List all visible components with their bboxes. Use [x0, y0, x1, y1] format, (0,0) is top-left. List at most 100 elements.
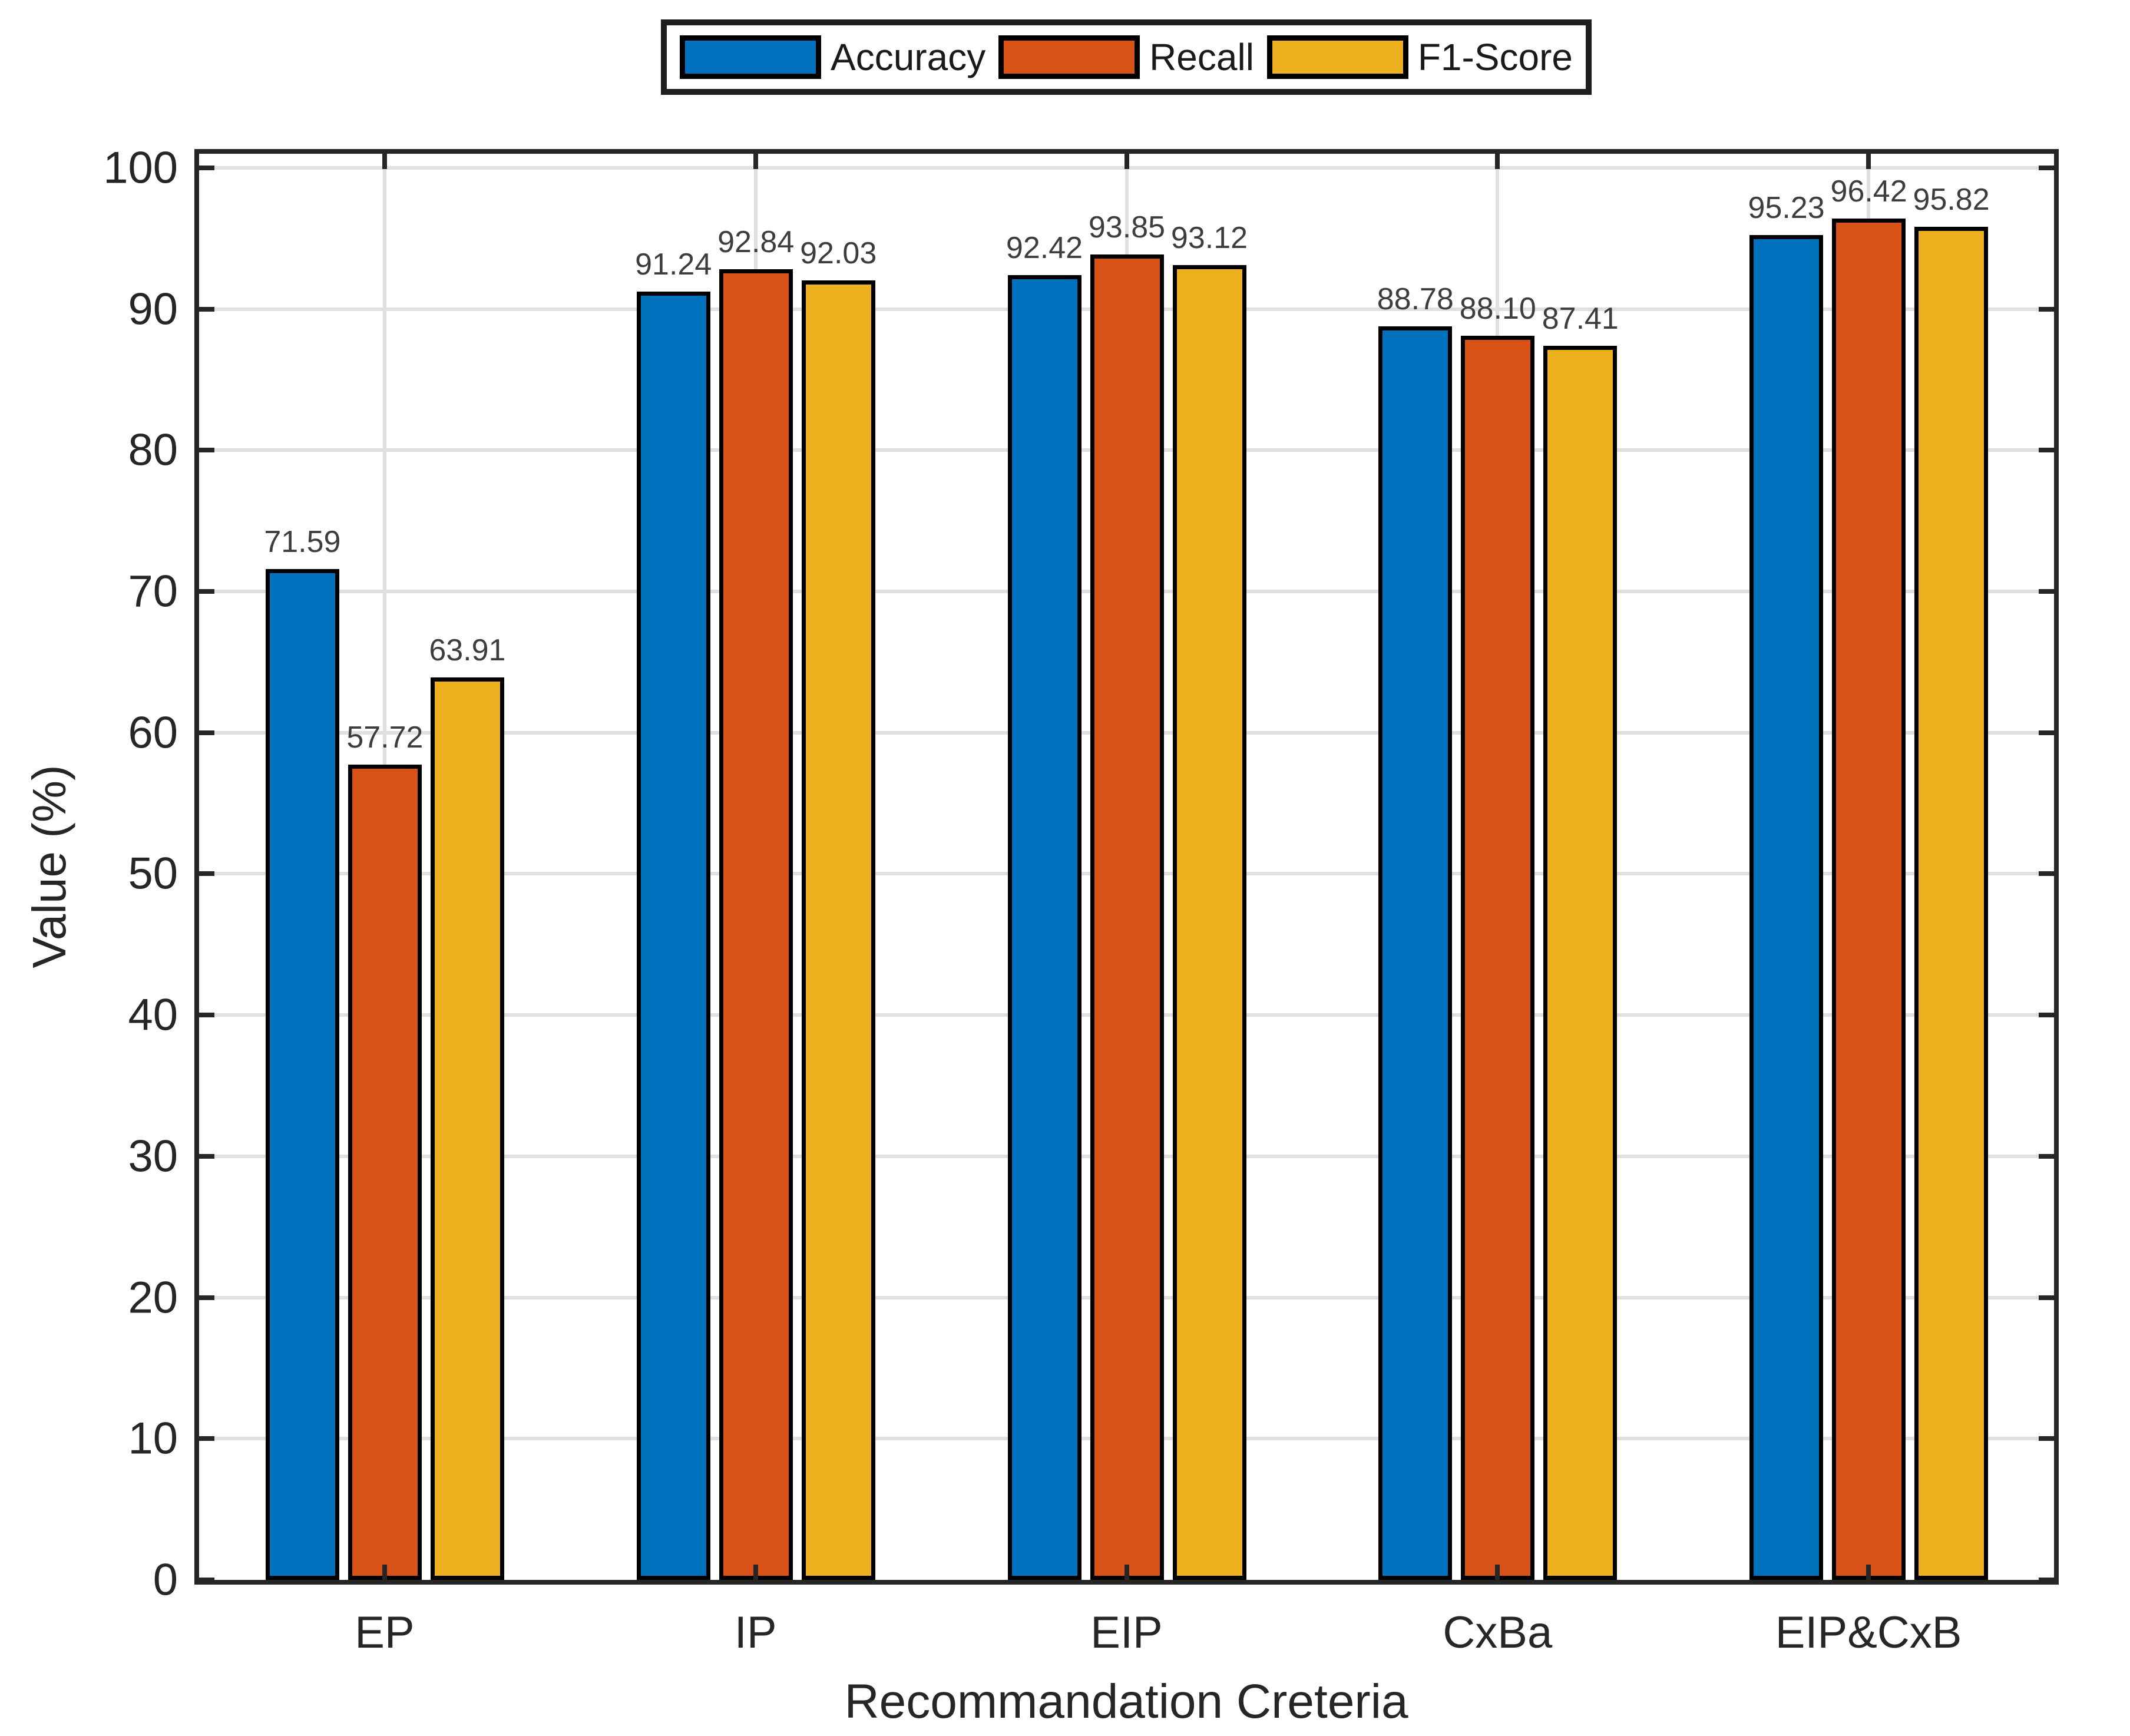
- plot-area: 0 10 20 30 40 50 60 70 80 90 100 EP 71.59 57.72 63.91 I…: [103, 143, 2059, 1658]
- legend-item-recall: Recall: [998, 35, 1254, 79]
- bar-IP-Accuracy: [636, 291, 710, 1580]
- legend-swatch-recall: [998, 35, 1140, 79]
- x-tick-mark-top: [382, 154, 387, 169]
- bar-group-EP: 71.59 57.72 63.91: [264, 154, 506, 1580]
- value-label: 93.12: [1170, 220, 1248, 255]
- y-tick-label: 90: [128, 284, 178, 335]
- legend-swatch-accuracy: [680, 35, 821, 79]
- bar-IP-Recall: [719, 269, 793, 1580]
- legend: Accuracy Recall F1-Score: [661, 19, 1592, 95]
- legend-label-recall: Recall: [1149, 36, 1254, 78]
- y-tick-label: 10: [128, 1413, 178, 1464]
- y-tick-mark-right: [2039, 1295, 2054, 1300]
- bar-CxBa-F1-Score: [1543, 345, 1618, 1580]
- y-tick-mark-left: [199, 1153, 214, 1159]
- bar-slot: 92.03: [800, 154, 877, 1580]
- bar-EIP-Accuracy: [1007, 275, 1081, 1580]
- bar-slot: 63.91: [429, 154, 506, 1580]
- x-axis-label: Recommandation Creteria: [844, 1675, 1408, 1728]
- y-tick-mark-left: [199, 1013, 214, 1018]
- bar-EIP-Recall: [1090, 254, 1164, 1580]
- value-label: 88.10: [1459, 292, 1536, 326]
- bar-slot: 92.84: [717, 154, 795, 1580]
- y-tick-mark-left: [199, 730, 214, 735]
- x-tick-mark-bottom: [1124, 1565, 1129, 1580]
- bar-EIP&CxB-F1-Score: [1914, 227, 1989, 1580]
- y-tick-mark-left: [199, 1295, 214, 1300]
- y-tick-mark-left: [199, 871, 214, 877]
- y-tick-label: 0: [153, 1555, 178, 1605]
- bar-IP-F1-Score: [801, 280, 875, 1580]
- legend-item-accuracy: Accuracy: [680, 35, 985, 79]
- y-tick-label: 70: [128, 566, 178, 617]
- value-label: 92.03: [800, 236, 877, 271]
- x-tick-mark-top: [1866, 154, 1871, 169]
- bar-EP-Accuracy: [265, 568, 339, 1580]
- legend-item-f1-score: F1-Score: [1266, 35, 1573, 79]
- bar-slot: 95.82: [1913, 154, 1990, 1580]
- value-label: 71.59: [264, 524, 341, 559]
- x-tick-mark-bottom: [1866, 1565, 1871, 1580]
- x-tick-mark-top: [1124, 154, 1129, 169]
- x-tick-label: CxBa: [1443, 1608, 1553, 1658]
- x-tick-mark-bottom: [753, 1565, 758, 1580]
- bar-slot: 88.78: [1377, 154, 1454, 1580]
- bar-slot: 95.23: [1748, 154, 1825, 1580]
- bar-slot: 57.72: [346, 154, 424, 1580]
- bar-slot: 88.10: [1459, 154, 1536, 1580]
- y-tick-mark-right: [2039, 306, 2054, 312]
- y-tick-label: 40: [128, 990, 178, 1040]
- bar-CxBa-Recall: [1461, 336, 1535, 1580]
- y-tick-label: 50: [128, 848, 178, 899]
- bar-slot: 87.41: [1542, 154, 1619, 1580]
- y-tick-mark-left: [199, 1578, 214, 1582]
- x-tick-label: EIP&CxB: [1775, 1608, 1962, 1658]
- value-label: 95.23: [1748, 191, 1825, 226]
- y-tick-mark-right: [2039, 589, 2054, 594]
- y-tick-mark-right: [2039, 871, 2054, 877]
- x-tick-label: EP: [355, 1608, 415, 1658]
- bar-slot: 91.24: [635, 154, 712, 1580]
- value-label: 87.41: [1542, 301, 1619, 336]
- y-tick-mark-left: [199, 448, 214, 453]
- bar-EIP&CxB-Accuracy: [1749, 235, 1824, 1580]
- bar-EIP&CxB-Recall: [1832, 218, 1906, 1580]
- value-label: 96.42: [1830, 174, 1907, 209]
- y-axis-label: Value (%): [23, 765, 75, 968]
- y-tick-mark-right: [2039, 165, 2054, 170]
- y-tick-label: 80: [128, 425, 178, 475]
- legend-label-accuracy: Accuracy: [831, 36, 986, 78]
- bar-group-EIP: 92.42 93.85 93.12: [1006, 154, 1248, 1580]
- y-tick-label: 30: [128, 1131, 178, 1182]
- x-tick-mark-top: [1495, 154, 1500, 169]
- y-tick-mark-left: [199, 589, 214, 594]
- y-tick-label: 60: [128, 707, 178, 758]
- y-tick-mark-right: [2039, 730, 2054, 735]
- bar-slot: 92.42: [1006, 154, 1083, 1580]
- legend-swatch-f1-score: [1266, 35, 1408, 79]
- value-label: 93.85: [1088, 210, 1166, 245]
- y-tick-label: 20: [128, 1272, 178, 1323]
- bar-EP-F1-Score: [430, 677, 504, 1580]
- y-tick-mark-right: [2039, 1153, 2054, 1159]
- x-tick-mark-top: [753, 154, 758, 169]
- y-tick-mark-right: [2039, 1578, 2054, 1582]
- value-label: 57.72: [346, 720, 424, 755]
- value-label: 88.78: [1377, 282, 1454, 316]
- bar-slot: 96.42: [1830, 154, 1907, 1580]
- bar-group-CxBa: 88.78 88.10 87.41: [1377, 154, 1619, 1580]
- bar-EIP-F1-Score: [1172, 264, 1246, 1580]
- bar-slot: 71.59: [264, 154, 341, 1580]
- value-label: 92.84: [717, 224, 795, 259]
- y-tick-mark-left: [199, 165, 214, 170]
- y-tick-label: 100: [103, 143, 178, 193]
- y-tick-mark-left: [199, 1436, 214, 1441]
- bar-slot: 93.85: [1088, 154, 1166, 1580]
- value-label: 95.82: [1913, 183, 1990, 217]
- value-label: 63.91: [429, 633, 506, 668]
- bar-EP-Recall: [348, 765, 422, 1580]
- y-tick-mark-right: [2039, 1436, 2054, 1441]
- bar-CxBa-Accuracy: [1378, 326, 1453, 1580]
- value-label: 92.42: [1006, 230, 1083, 265]
